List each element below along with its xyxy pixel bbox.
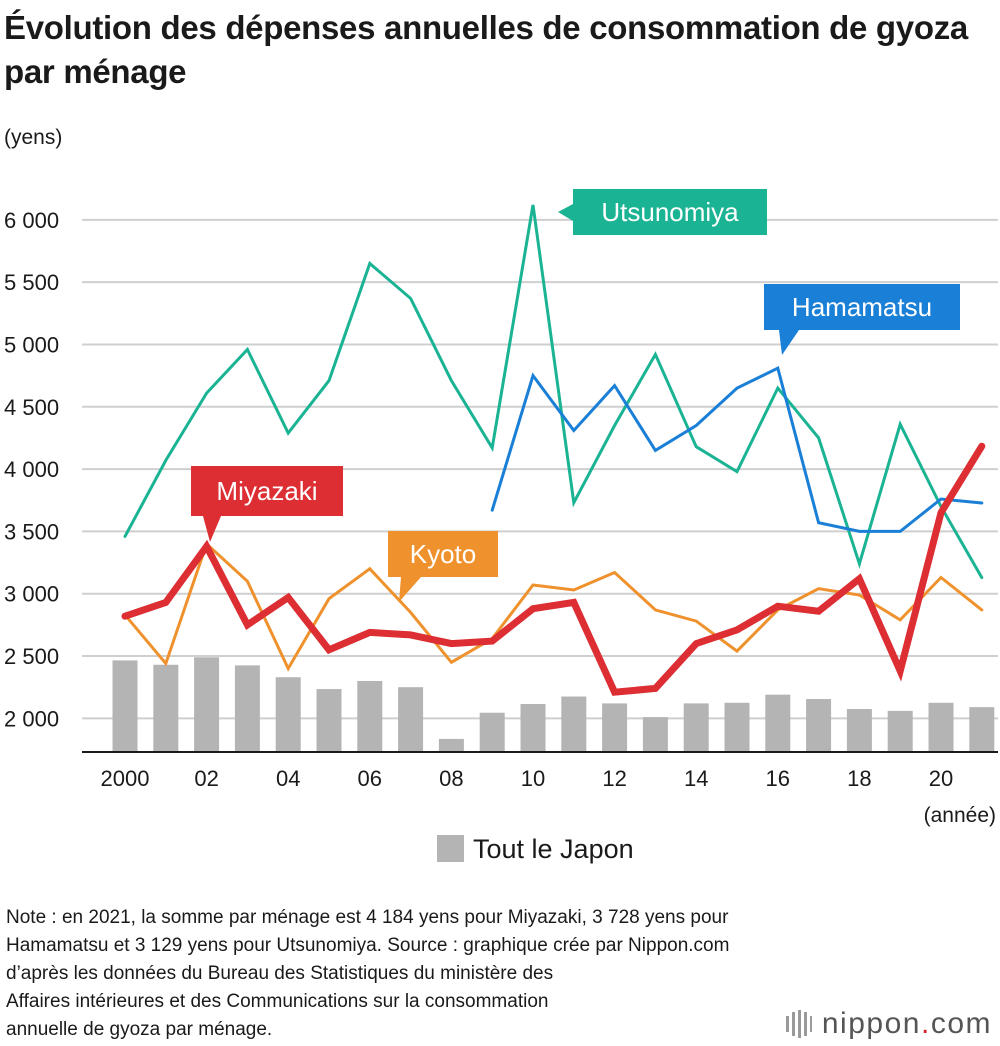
line-hamamatsu <box>490 366 984 533</box>
x-tick-label: 2000 <box>101 766 150 791</box>
series-label-kyoto: Kyoto <box>410 539 477 569</box>
bar-2019 <box>887 710 913 752</box>
callout-pointer <box>399 577 421 602</box>
callout-kyoto: Kyoto <box>388 531 498 602</box>
callout-box <box>764 284 960 330</box>
series-callouts: Utsunomiya Hamamatsu Kyoto Miyazaki <box>191 189 960 602</box>
x-tick-label: 18 <box>847 766 871 791</box>
bar-2017 <box>806 699 832 752</box>
line-series-utsunomiya <box>123 204 984 580</box>
callout-hamamatsu: Hamamatsu <box>764 284 960 355</box>
x-tick-label: 08 <box>439 766 463 791</box>
bar-2015 <box>724 702 750 752</box>
series-label-miyazaki: Miyazaki <box>216 476 317 506</box>
bar-2003 <box>234 665 260 752</box>
series-label-utsunomiya: Utsunomiya <box>601 197 739 227</box>
y-tick-label: 3 500 <box>4 519 59 544</box>
y-tick-label: 2 000 <box>4 706 59 731</box>
source-note: Note : en 2021, la somme par ménage est … <box>6 907 730 1040</box>
gyoza-consumption-chart: 2 000 2 500 3 000 3 500 4 000 4 500 5 000 5 500… <box>4 126 998 864</box>
bar-2009 <box>479 712 505 752</box>
bar-2016 <box>765 694 791 752</box>
x-tick-label: 16 <box>766 766 790 791</box>
bar-2014 <box>683 703 709 752</box>
callout-pointer <box>779 330 799 355</box>
line-miyazaki <box>121 442 986 696</box>
y-tick-label: 5 000 <box>4 332 59 357</box>
callout-box <box>388 531 498 577</box>
bar-2000 <box>112 660 138 752</box>
line-series-miyazaki <box>121 442 986 696</box>
x-tick-label: 14 <box>684 766 708 791</box>
bar-2005 <box>316 689 342 752</box>
line-series-hamamatsu <box>490 366 984 533</box>
bar-2013 <box>642 717 668 752</box>
chart-title: Évolution des dépenses annuelles de cons… <box>4 9 968 90</box>
y-tick-label: 2 500 <box>4 644 59 669</box>
logo-bars-icon <box>785 1010 812 1038</box>
x-tick-label: 04 <box>276 766 300 791</box>
x-tick-label: 20 <box>929 766 953 791</box>
x-axis-unit-label: (année) <box>924 804 996 827</box>
bar-2018 <box>846 709 872 752</box>
y-tick-label: 3 000 <box>4 582 59 607</box>
bar-2004 <box>275 677 301 752</box>
x-tick-label: 10 <box>521 766 545 791</box>
line-series <box>121 204 986 696</box>
callout-pointer <box>558 204 573 221</box>
y-tick-label: 6 000 <box>4 208 59 233</box>
legend-swatch <box>437 835 464 862</box>
line-utsunomiya <box>123 204 984 580</box>
x-tick-label: 06 <box>358 766 382 791</box>
series-label-hamamatsu: Hamamatsu <box>792 292 932 322</box>
logo-dot: . <box>920 1007 931 1040</box>
callout-box <box>573 189 767 235</box>
x-axis: 2000 02 04 06 08 10 12 14 16 18 20 (année) <box>82 751 998 827</box>
bar-2001 <box>153 664 179 752</box>
legend: Tout le Japon <box>437 834 634 864</box>
callout-pointer <box>203 516 221 542</box>
y-axis-unit-label: (yens) <box>4 126 62 149</box>
x-tick-label: 12 <box>602 766 626 791</box>
y-axis-tick-labels: 2 000 2 500 3 000 3 500 4 000 4 500 5 000 5 500… <box>4 126 62 731</box>
logo-tld: com <box>930 1007 992 1040</box>
bar-2006 <box>357 680 383 752</box>
y-tick-label: 4 500 <box>4 395 59 420</box>
x-tick-label: 02 <box>194 766 218 791</box>
nippon-logo: nippon. com <box>785 1006 992 1042</box>
callout-utsunomiya: Utsunomiya <box>558 189 767 235</box>
bar-2011 <box>561 696 587 752</box>
bar-2007 <box>398 687 424 752</box>
bar-2021 <box>969 707 995 752</box>
bar-2002 <box>194 657 220 752</box>
bar-2008 <box>438 738 464 752</box>
logo-name: nippon <box>821 1007 921 1040</box>
bar-2020 <box>928 702 954 752</box>
callout-box <box>191 466 343 516</box>
callout-miyazaki: Miyazaki <box>191 466 343 542</box>
bar-2012 <box>602 703 628 752</box>
bar-2010 <box>520 704 546 752</box>
y-tick-label: 4 000 <box>4 457 59 482</box>
legend-label: Tout le Japon <box>473 834 634 864</box>
y-tick-label: 5 500 <box>4 270 59 295</box>
bar-series-tout-le-japon <box>112 657 995 752</box>
